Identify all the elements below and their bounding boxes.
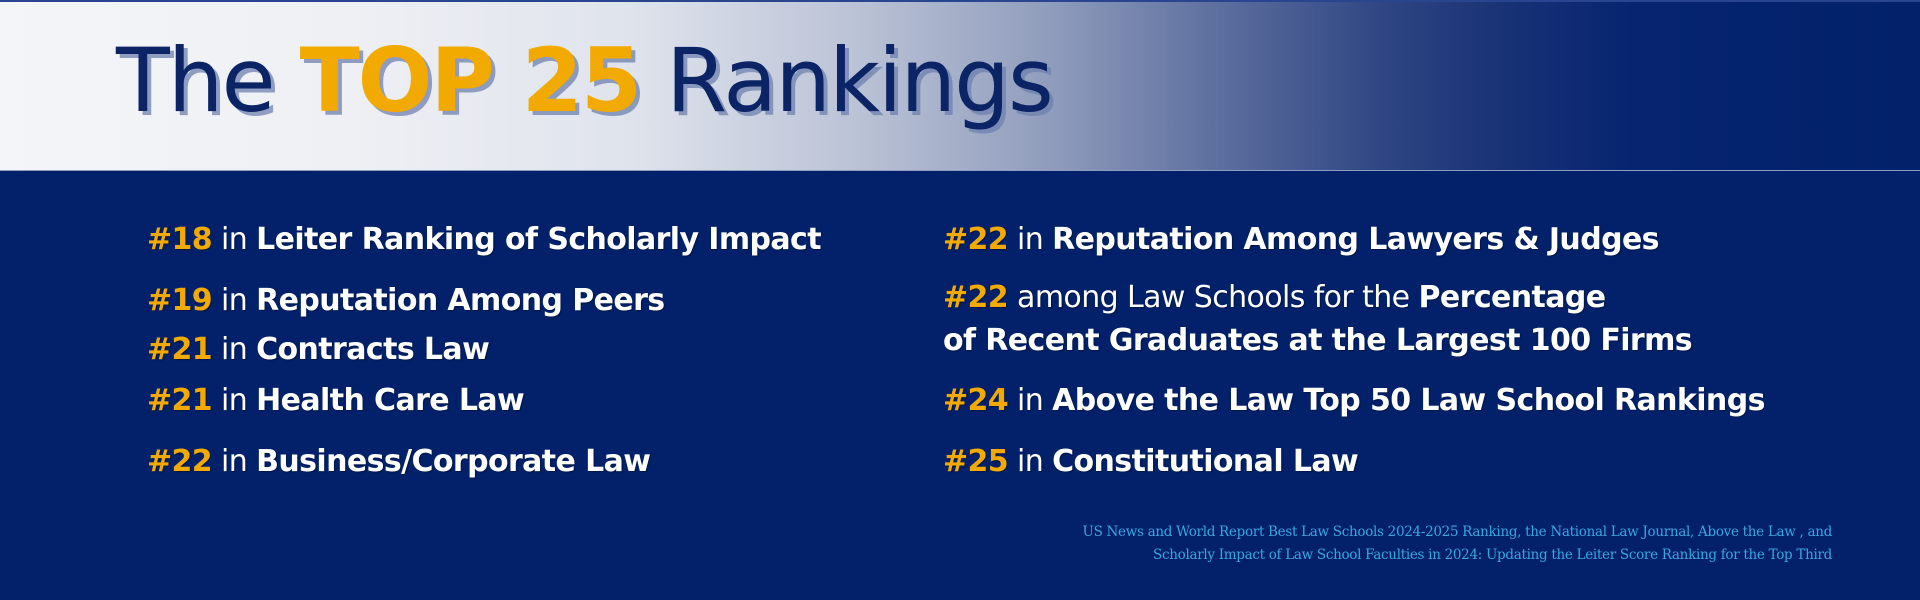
- rank-connector: in: [212, 222, 257, 257]
- rank-subject: Contracts Law: [256, 332, 490, 367]
- ranking-item: #24 in Above the Law Top 50 Law School R…: [943, 383, 1765, 419]
- rank-connector: in: [212, 283, 257, 318]
- ranking-item: #19 in Reputation Among Peers: [147, 283, 665, 319]
- title-suffix: Rankings: [640, 29, 1054, 132]
- rank-number: #18: [147, 222, 213, 257]
- rank-number: #21: [147, 383, 213, 418]
- rank-subject: Business/Corporate Law: [256, 444, 651, 479]
- rank-subject: Reputation Among Lawyers & Judges: [1052, 222, 1659, 257]
- ranking-item: #21 in Health Care Law: [147, 383, 525, 419]
- rank-number: #22: [147, 444, 213, 479]
- rank-subject: Percentage: [1418, 280, 1606, 315]
- rank-connector: in: [212, 332, 257, 367]
- rank-number: #22: [943, 222, 1009, 257]
- rank-connector: in: [1008, 444, 1053, 479]
- rank-connector: among Law Schools for the: [1008, 280, 1419, 315]
- rank-subject: Health Care Law: [256, 383, 525, 418]
- rank-subject: Reputation Among Peers: [256, 283, 665, 318]
- ranking-item-continuation: of Recent Graduates at the Largest 100 F…: [943, 323, 1693, 359]
- page-title: The TOP 25 Rankings: [116, 28, 1054, 134]
- rank-number: #25: [943, 444, 1009, 479]
- source-footnote: US News and World Report Best Law School…: [1083, 521, 1833, 567]
- rank-subject: Leiter Ranking of Scholarly Impact: [256, 222, 821, 257]
- rank-number: #19: [147, 283, 213, 318]
- ranking-item: #22 among Law Schools for the Percentage: [943, 280, 1606, 316]
- ranking-item: #22 in Reputation Among Lawyers & Judges: [943, 222, 1660, 258]
- rank-connector: in: [1008, 383, 1053, 418]
- header-gradient-band: The TOP 25 Rankings: [0, 0, 1920, 171]
- rank-number: #21: [147, 332, 213, 367]
- rank-connector: in: [212, 444, 257, 479]
- rank-connector: in: [212, 383, 257, 418]
- rank-subject: Above the Law Top 50 Law School Rankings: [1052, 383, 1765, 418]
- ranking-item: #22 in Business/Corporate Law: [147, 444, 651, 480]
- ranking-item: #21 in Contracts Law: [147, 332, 490, 368]
- ranking-item: #18 in Leiter Ranking of Scholarly Impac…: [147, 222, 822, 258]
- ranking-item: #25 in Constitutional Law: [943, 444, 1359, 480]
- rank-number: #22: [943, 280, 1009, 315]
- title-prefix: The: [116, 29, 300, 132]
- rank-number: #24: [943, 383, 1009, 418]
- title-accent: TOP 25: [299, 29, 642, 132]
- footnote-line-2: Scholarly Impact of Law School Faculties…: [1153, 547, 1832, 563]
- rank-subject: Constitutional Law: [1052, 444, 1359, 479]
- rank-subject-line2: of Recent Graduates at the Largest 100 F…: [943, 323, 1693, 358]
- footnote-line-1: US News and World Report Best Law School…: [1082, 524, 1833, 540]
- rank-connector: in: [1008, 222, 1053, 257]
